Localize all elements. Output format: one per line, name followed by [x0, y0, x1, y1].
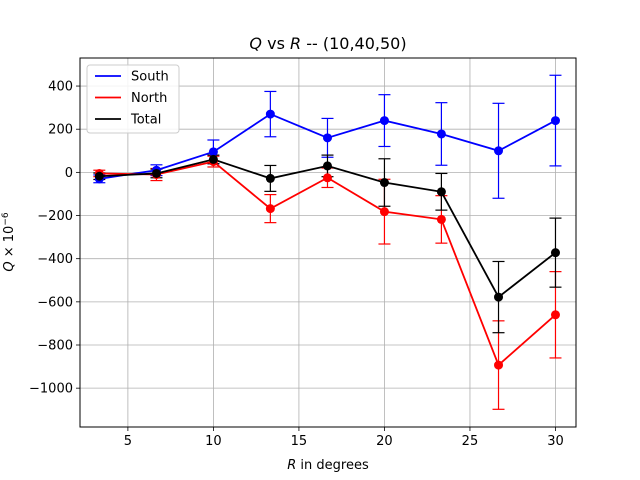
south-point: [322, 133, 332, 143]
legend-box: [86, 64, 180, 134]
chart-title: Q vs R -- (10,40,50): [249, 34, 406, 53]
y-tick-label: −800: [37, 339, 73, 354]
plot-frame: [79, 57, 577, 428]
legend-label-total: Total: [130, 113, 161, 128]
north-point: [436, 214, 446, 224]
north-point: [322, 173, 332, 183]
south-point: [379, 116, 389, 126]
y-tick-label: 0: [65, 166, 73, 181]
total-point: [208, 154, 218, 164]
north-point: [265, 204, 275, 214]
legend-label-south: South: [131, 70, 169, 85]
y-tick-label: −1000: [29, 382, 73, 397]
north-point: [379, 207, 389, 217]
y-tick-label: 400: [48, 80, 73, 95]
legend: South North Total: [86, 64, 180, 134]
data-points: [94, 109, 560, 370]
total-point: [494, 292, 504, 302]
total-point: [550, 248, 560, 258]
total-point: [94, 171, 104, 181]
legend-label-north: North: [131, 91, 167, 106]
south-point: [550, 116, 560, 126]
x-tick-label: 15: [291, 434, 308, 449]
total-point: [151, 168, 161, 178]
y-tick-label: −200: [37, 209, 73, 224]
x-tick-label: 30: [547, 434, 564, 449]
total-point: [322, 161, 332, 171]
south-point: [208, 147, 218, 157]
total-point: [265, 173, 275, 183]
x-tick-label: 5: [124, 434, 132, 449]
x-tick-label: 20: [376, 434, 393, 449]
south-point: [436, 129, 446, 139]
south-point: [265, 109, 275, 119]
y-tick-label: −600: [37, 295, 73, 310]
south-point: [494, 146, 504, 156]
x-tick-label: 25: [462, 434, 479, 449]
y-axis-label: Q × 10−6: [1, 212, 17, 271]
axis-ticks: 5 10 15 20 25 30 −1000 −800 −600 −400 −200 0 200 400: [29, 80, 564, 449]
north-point: [494, 360, 504, 370]
y-tick-label: −400: [37, 252, 73, 267]
grid: [80, 58, 576, 427]
x-tick-label: 10: [205, 434, 222, 449]
total-point: [436, 187, 446, 197]
total-point: [379, 178, 389, 188]
y-tick-label: 200: [48, 123, 73, 138]
north-point: [550, 310, 560, 320]
x-axis-label: R in degrees: [287, 458, 369, 473]
